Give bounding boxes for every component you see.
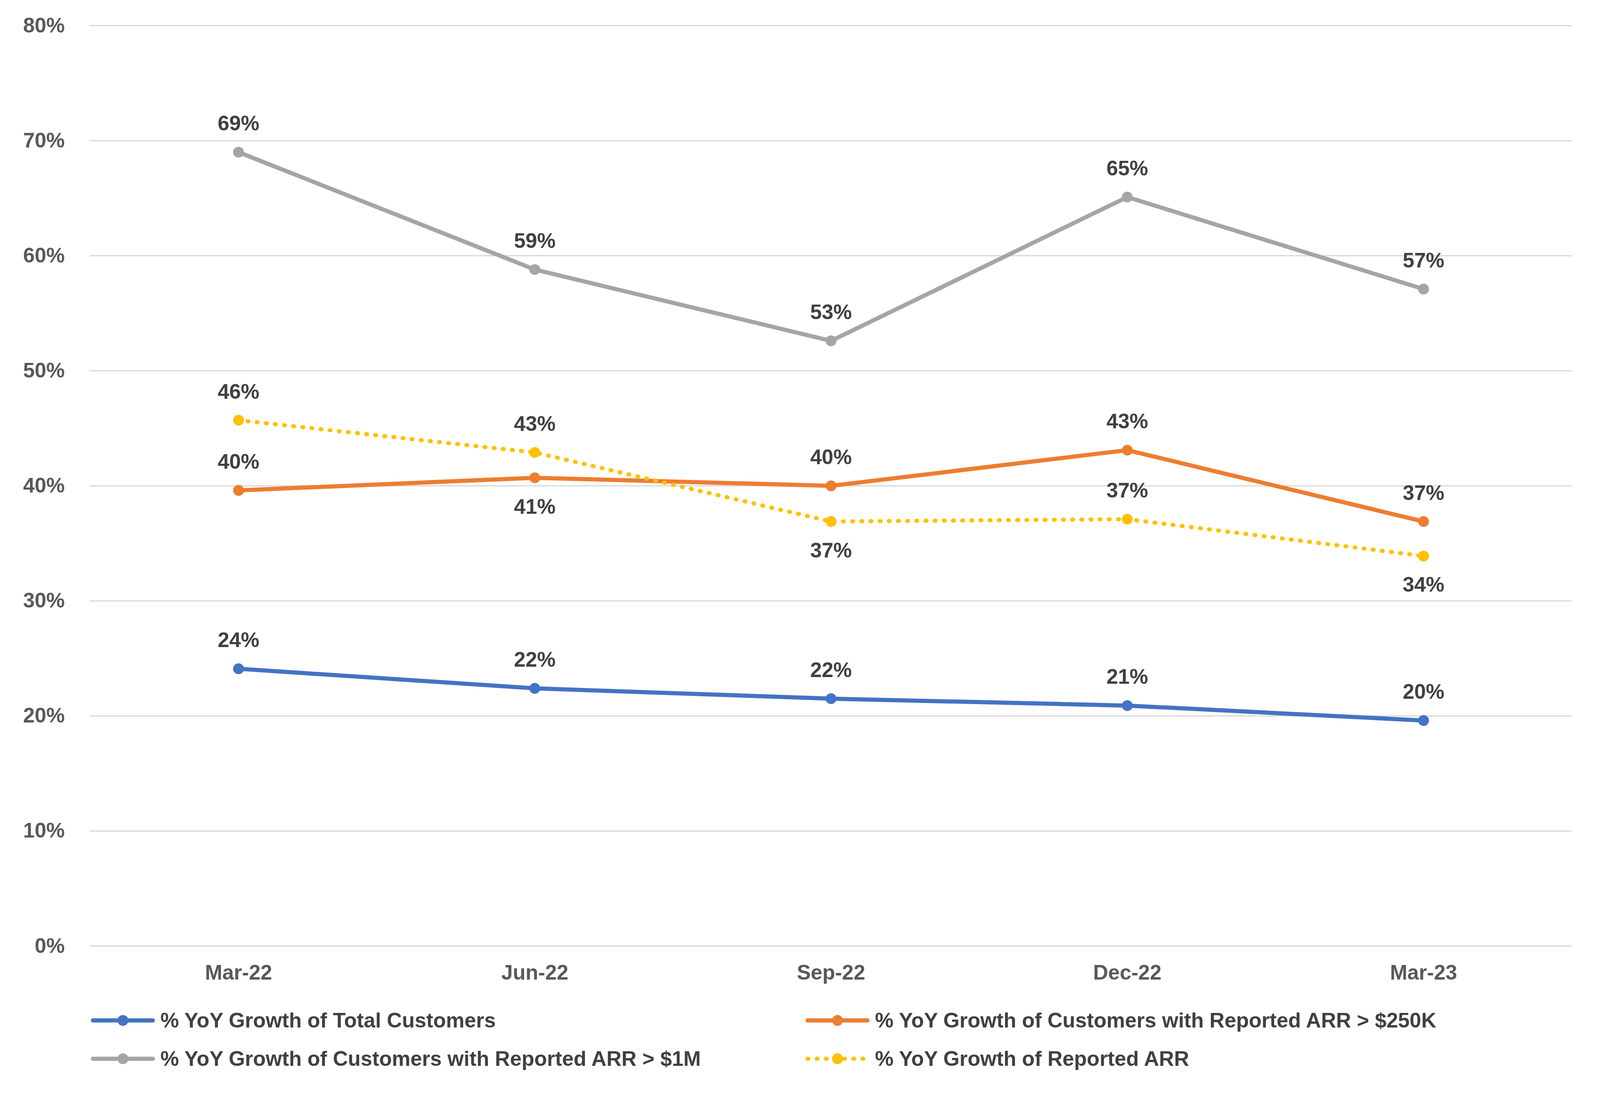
svg-text:60%: 60% [22,243,65,268]
svg-text:20%: 20% [1402,680,1445,704]
svg-text:53%: 53% [810,300,852,324]
svg-text:Sep-22: Sep-22 [797,960,866,985]
svg-text:46%: 46% [217,380,260,404]
svg-text:0%: 0% [34,934,65,958]
svg-text:22%: 22% [810,658,852,682]
svg-text:65%: 65% [1106,156,1148,180]
svg-text:30%: 30% [22,588,65,613]
svg-text:57%: 57% [1402,248,1445,273]
svg-text:Mar-23: Mar-23 [1390,960,1458,985]
svg-text:41%: 41% [513,495,556,519]
svg-text:24%: 24% [217,628,260,652]
svg-text:10%: 10% [22,818,65,843]
svg-text:34%: 34% [1402,572,1445,597]
svg-text:70%: 70% [22,128,65,153]
svg-text:22%: 22% [513,647,556,672]
svg-text:69%: 69% [217,111,260,135]
svg-text:40%: 40% [217,450,260,474]
svg-text:Mar-22: Mar-22 [205,960,273,985]
svg-text:80%: 80% [22,13,65,38]
html-text:% YoY Growth of Reported ARR: % YoY Growth of Reported ARR [875,1047,1190,1071]
svg-text:40%: 40% [22,473,65,498]
svg-text:37%: 37% [1106,478,1148,503]
html-text:% YoY Growth of Customers with: % YoY Growth of Customers with Reported … [160,1047,701,1071]
svg-text:Dec-22: Dec-22 [1093,960,1162,985]
svg-text:20%: 20% [22,703,65,728]
svg-text:43%: 43% [1106,409,1148,433]
svg-text:40%: 40% [810,445,852,469]
svg-text:50%: 50% [22,358,65,383]
svg-text:37%: 37% [1402,481,1445,505]
svg-text:21%: 21% [1106,665,1148,689]
svg-text:Jun-22: Jun-22 [501,960,569,985]
svg-text:43%: 43% [513,412,556,436]
html-text:% YoY Growth of Total Customer: % YoY Growth of Total Customers [160,1008,496,1033]
html-text:% YoY Growth of Customers with: % YoY Growth of Customers with Reported … [875,1008,1437,1033]
svg-text:59%: 59% [513,229,556,253]
svg-text:37%: 37% [810,538,852,563]
